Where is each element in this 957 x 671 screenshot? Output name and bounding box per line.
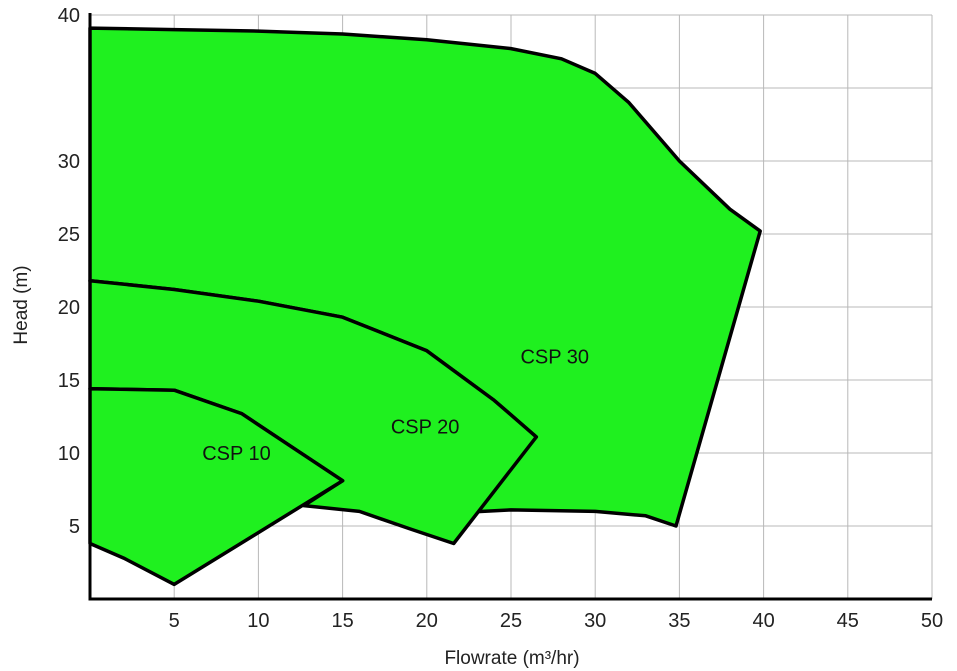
x-tick-label: 10 — [247, 610, 269, 632]
x-tick-label: 50 — [921, 610, 943, 632]
x-tick-label: 5 — [169, 610, 180, 632]
x-tick-label: 15 — [331, 610, 353, 632]
y-axis-label: Head (m) — [11, 265, 32, 344]
x-tick-label: 45 — [837, 610, 859, 632]
x-axis-label: Flowrate (m³/hr) — [444, 648, 579, 669]
tick-labels: 5 10 15 20 25 30 35 40 45 50 5 10 15 20 25 30 40 — [58, 5, 943, 632]
y-tick-label: 40 — [58, 5, 80, 27]
series-label: CSP 30 — [520, 347, 589, 369]
y-tick-label: 15 — [58, 370, 80, 392]
x-tick-label: 20 — [416, 610, 438, 632]
y-tick-label: 5 — [69, 516, 80, 538]
y-tick-label: 30 — [58, 151, 80, 173]
x-tick-label: 40 — [752, 610, 774, 632]
y-tick-label: 25 — [58, 224, 80, 246]
axes — [88, 13, 932, 601]
x-tick-label: 30 — [584, 610, 606, 632]
region-labels: CSP 30 CSP 20 CSP 10 — [202, 347, 589, 465]
series-label: CSP 10 — [202, 443, 271, 465]
series-label: CSP 20 — [391, 417, 460, 439]
y-tick-label: 20 — [58, 297, 80, 319]
y-tick-label: 10 — [58, 443, 80, 465]
region-csp-10 — [88, 387, 345, 587]
pump-regions — [88, 26, 762, 587]
x-tick-label: 25 — [500, 610, 522, 632]
x-tick-label: 35 — [668, 610, 690, 632]
